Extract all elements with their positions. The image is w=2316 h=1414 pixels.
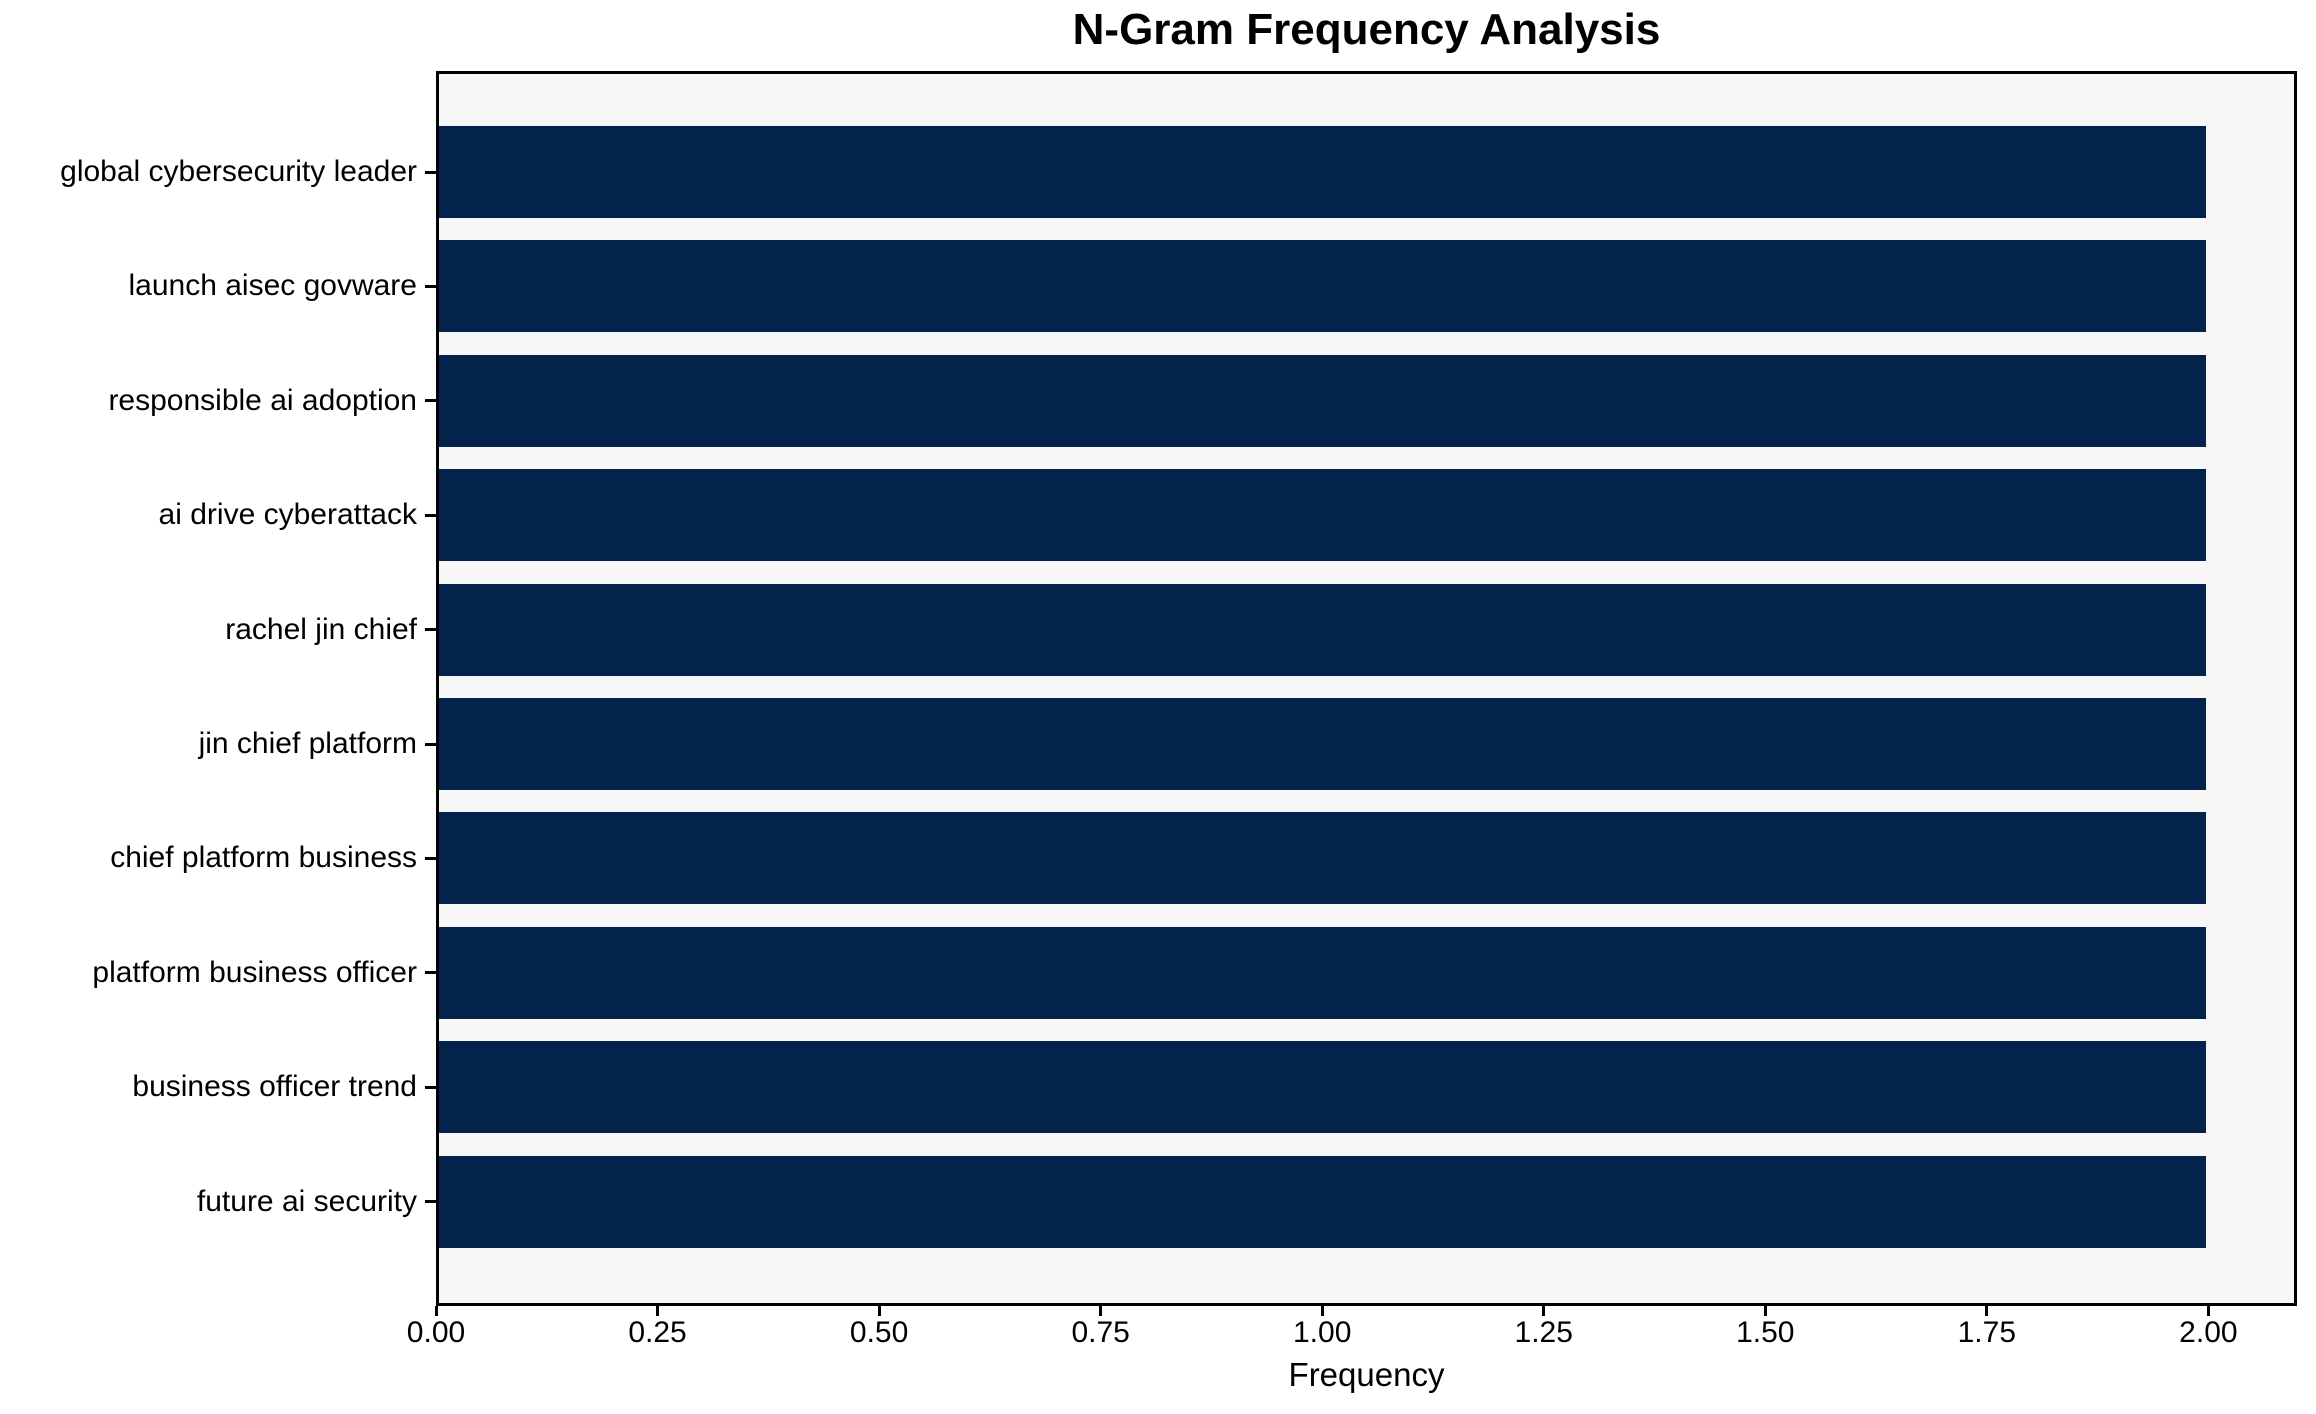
- x-tick-label: 1.25: [1514, 1316, 1573, 1349]
- bar: [439, 583, 2206, 676]
- y-tick-mark: [425, 1085, 436, 1089]
- y-tick-mark: [425, 628, 436, 632]
- x-tick-mark: [2206, 1306, 2210, 1316]
- x-tick-mark: [656, 1306, 660, 1316]
- bar: [439, 1155, 2206, 1248]
- x-tick-label: 1.50: [1736, 1316, 1795, 1349]
- y-tick-label: business officer trend: [132, 1070, 417, 1104]
- chart-title: N-Gram Frequency Analysis: [1072, 5, 1661, 54]
- x-tick-label: 0.50: [849, 1316, 909, 1349]
- x-tick-mark: [1320, 1306, 1324, 1316]
- y-tick-mark: [425, 1200, 436, 1204]
- y-tick-mark: [425, 284, 436, 288]
- bar: [439, 354, 2206, 447]
- y-tick-label: responsible ai adoption: [108, 383, 417, 417]
- x-axis-title: Frequency: [1288, 1356, 1445, 1393]
- bar: [439, 812, 2206, 905]
- x-tick-label: 0.25: [628, 1316, 687, 1349]
- y-tick-label: platform business officer: [92, 955, 417, 989]
- bar: [439, 469, 2206, 562]
- x-tick-mark: [1763, 1306, 1767, 1316]
- y-tick-mark: [425, 742, 436, 746]
- y-tick-label: chief platform business: [110, 841, 417, 875]
- y-tick-label: rachel jin chief: [225, 612, 417, 646]
- x-tick-mark: [434, 1306, 438, 1316]
- y-tick-label: global cybersecurity leader: [60, 155, 417, 188]
- x-tick-label: 0.00: [406, 1316, 466, 1349]
- x-tick-mark: [877, 1306, 881, 1316]
- y-tick-mark: [425, 856, 436, 860]
- y-tick-mark: [425, 513, 436, 517]
- x-tick-mark: [1542, 1306, 1546, 1316]
- bar: [439, 240, 2206, 333]
- y-tick-label: future ai security: [196, 1184, 417, 1218]
- bar: [439, 1041, 2206, 1134]
- x-tick-label: 1.75: [1957, 1316, 2017, 1349]
- x-tick-mark: [1099, 1306, 1103, 1316]
- y-tick-label: launch aisec govware: [128, 269, 417, 303]
- x-tick-label: 0.75: [1071, 1316, 1130, 1349]
- y-tick-mark: [425, 399, 436, 403]
- bar: [439, 698, 2206, 790]
- y-tick-mark: [425, 971, 436, 975]
- y-tick-mark: [425, 170, 436, 174]
- bar: [439, 126, 2206, 218]
- x-tick-label: 1.00: [1292, 1316, 1352, 1349]
- bar: [439, 926, 2206, 1019]
- y-tick-label: ai drive cyberattack: [158, 498, 417, 532]
- x-tick-mark: [1985, 1306, 1989, 1316]
- y-tick-label: jin chief platform: [198, 727, 417, 760]
- x-tick-label: 2.00: [2179, 1316, 2238, 1349]
